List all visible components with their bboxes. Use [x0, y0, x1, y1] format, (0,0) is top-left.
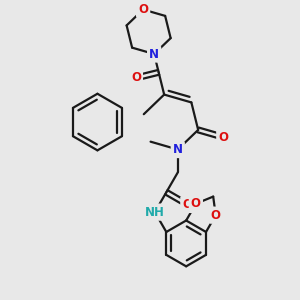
Text: O: O	[218, 131, 228, 144]
Text: NH: NH	[145, 206, 165, 219]
Text: N: N	[173, 143, 183, 156]
Text: N: N	[149, 47, 159, 61]
Text: O: O	[182, 198, 192, 211]
Text: O: O	[131, 71, 141, 85]
Text: O: O	[138, 3, 148, 16]
Text: O: O	[191, 197, 201, 210]
Text: O: O	[211, 209, 221, 222]
